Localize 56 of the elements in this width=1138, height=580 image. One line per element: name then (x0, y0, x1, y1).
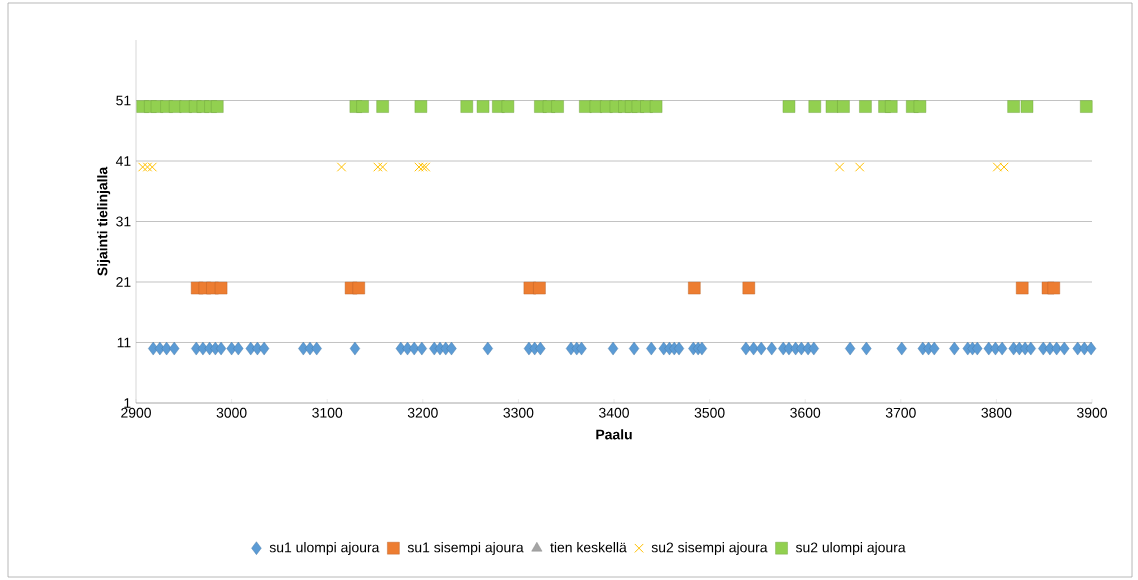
point (1080, 100, 1093, 113)
point (808, 100, 821, 113)
x-tick-label: 3900 (1077, 407, 1107, 418)
y-tick-label: 1 (124, 398, 131, 408)
x-tick-label: 3800 (981, 407, 1012, 418)
legend-label: su2 ulompi ajoura (795, 542, 906, 556)
point (211, 100, 224, 113)
point (336, 162, 347, 172)
x-tick-label: 3600 (790, 407, 821, 418)
x-tick-label: 3500 (694, 407, 725, 418)
point (142, 162, 153, 172)
point (352, 281, 365, 295)
y-tick-label: 21 (116, 277, 131, 287)
point (885, 100, 898, 113)
point (214, 281, 228, 295)
x-axis-title: Paalu (596, 429, 632, 440)
point (1016, 281, 1029, 295)
legend-label: tien keskellä (550, 542, 627, 553)
point (825, 100, 839, 113)
y-tick-label: 41 (115, 156, 131, 166)
point (356, 100, 369, 113)
y-axis-title: Sijainti tielinjalla (97, 166, 111, 276)
x-tick-label: 3100 (312, 407, 343, 418)
legend-label: su1 sisempi ajoura (407, 542, 524, 556)
point (913, 100, 927, 113)
point (476, 100, 490, 113)
point (501, 100, 515, 113)
point (533, 281, 546, 295)
point (376, 100, 389, 113)
point (688, 281, 701, 295)
y-tick-label: 51 (116, 95, 131, 106)
point (742, 281, 755, 295)
point (1007, 100, 1020, 113)
y-tick-label: 31 (116, 216, 131, 227)
x-tick-label: 3300 (503, 407, 534, 418)
x-tick-label: 3200 (407, 407, 438, 418)
point (377, 162, 388, 172)
point (460, 100, 473, 113)
point (1047, 281, 1060, 295)
y-tick-label: 11 (117, 337, 131, 348)
x-tick-label: 3700 (885, 407, 916, 418)
point (854, 162, 865, 172)
x-tick-label: 3000 (216, 407, 247, 418)
point (834, 162, 845, 172)
point (837, 100, 850, 113)
x-tick-label: 3400 (599, 407, 629, 418)
point (782, 100, 796, 113)
point (1020, 100, 1034, 113)
legend-label: su1 ulompi ajoura (269, 542, 380, 556)
point (414, 100, 428, 113)
point (649, 100, 663, 113)
point (373, 162, 383, 172)
point (859, 100, 872, 113)
x-tick-label: 2900 (121, 407, 151, 418)
point (551, 100, 564, 113)
legend-label: su2 sisempi ajoura (651, 542, 768, 556)
